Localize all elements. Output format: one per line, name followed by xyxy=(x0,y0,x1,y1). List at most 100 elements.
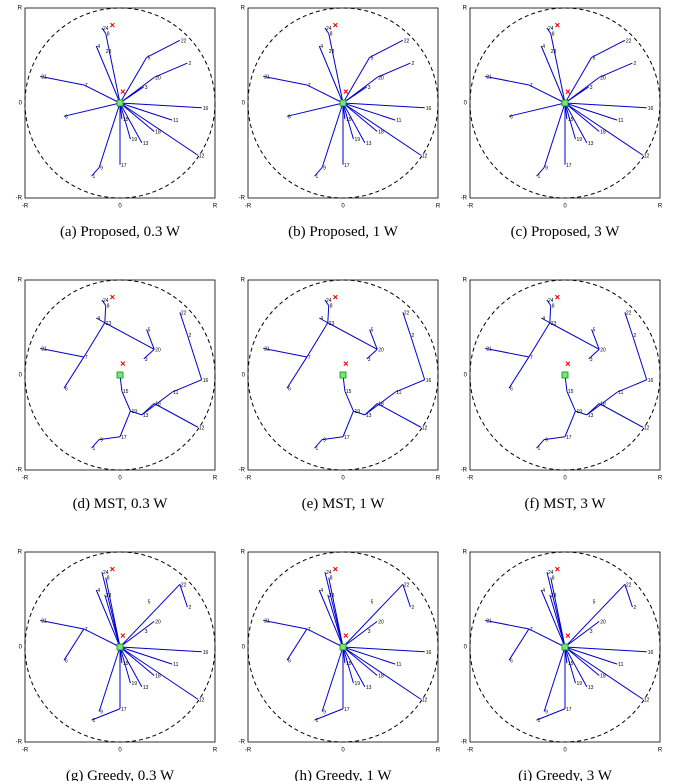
link xyxy=(186,334,203,380)
link xyxy=(95,589,121,648)
node-label: 19 xyxy=(131,137,137,143)
link xyxy=(104,322,155,350)
link xyxy=(328,33,344,104)
x-tick-label: R xyxy=(658,748,663,754)
x-tick-label: -R xyxy=(467,748,474,754)
node-label: 6 xyxy=(510,658,513,664)
x-tick-label: 0 xyxy=(563,748,567,754)
y-tick-label: -R xyxy=(461,740,468,746)
node-label: 18 xyxy=(155,674,161,680)
x-tick-label: R xyxy=(213,476,218,482)
marker-x xyxy=(343,361,349,366)
link xyxy=(322,436,344,441)
node-label: 15 xyxy=(568,117,574,123)
marker-x xyxy=(333,22,338,28)
node-label: 9 xyxy=(100,166,103,172)
node-label: 4 xyxy=(97,44,100,50)
node-label: 17 xyxy=(566,435,572,441)
x-tick-label: R xyxy=(213,204,218,210)
link xyxy=(536,708,566,721)
y-tick-label: R xyxy=(463,550,468,556)
node-label: 21 xyxy=(486,74,492,80)
node-label: 15 xyxy=(123,661,129,667)
node-label: 21 xyxy=(486,618,492,624)
link xyxy=(342,620,378,648)
node-label: 22 xyxy=(404,582,410,588)
link xyxy=(91,708,121,721)
node-label: 11 xyxy=(173,662,178,668)
link xyxy=(141,391,173,416)
node-label: 19 xyxy=(576,681,582,687)
node-label: 22 xyxy=(404,38,410,44)
node-label: 13 xyxy=(366,685,372,691)
link xyxy=(588,348,600,360)
link xyxy=(263,619,307,630)
node-label: 3 xyxy=(368,85,371,91)
caption: (a) Proposed, 0.3 W xyxy=(60,224,181,240)
node-label: 2 xyxy=(411,333,414,339)
link xyxy=(564,102,600,132)
node-label: 23 xyxy=(551,593,557,599)
node-label: 2 xyxy=(633,333,636,339)
node-label: 6 xyxy=(288,386,291,392)
node-label: 23 xyxy=(551,49,557,55)
node-label: 15 xyxy=(346,389,352,395)
x-tick-label: -R xyxy=(22,748,29,754)
node-label: 15 xyxy=(568,389,574,395)
link xyxy=(369,329,378,350)
node-label: 20 xyxy=(155,347,161,353)
y-tick-label: 0 xyxy=(19,373,23,379)
link xyxy=(119,646,131,684)
link xyxy=(617,379,647,393)
node-label: 13 xyxy=(143,413,149,419)
node-label: 6 xyxy=(288,658,291,664)
x-tick-label: R xyxy=(213,748,218,754)
link xyxy=(83,84,121,104)
link xyxy=(105,577,121,648)
link xyxy=(119,646,199,700)
y-tick-label: 0 xyxy=(19,645,23,651)
link xyxy=(528,322,551,358)
y-tick-label: R xyxy=(463,278,468,284)
node-label: 5 xyxy=(593,599,596,605)
node-label: 4 xyxy=(97,588,100,594)
node-label: 21 xyxy=(264,74,270,80)
node-label: 9 xyxy=(323,710,326,716)
y-tick-label: 0 xyxy=(464,373,468,379)
sink xyxy=(561,643,569,651)
link xyxy=(564,102,647,109)
link xyxy=(369,39,404,58)
sink xyxy=(116,371,124,379)
node-label: 18 xyxy=(600,130,606,136)
node-label: 4 xyxy=(97,316,100,322)
link xyxy=(119,646,143,688)
link xyxy=(63,102,121,117)
node-label: 21 xyxy=(41,346,47,352)
link xyxy=(541,317,551,324)
node-label: 20 xyxy=(378,619,384,625)
node-label: 21 xyxy=(264,346,270,352)
link xyxy=(101,299,107,306)
link xyxy=(319,317,329,324)
node-label: 11 xyxy=(618,662,623,668)
link xyxy=(395,379,425,393)
sink xyxy=(116,99,124,107)
y-tick-label: -R xyxy=(461,468,468,474)
link xyxy=(342,102,396,121)
link xyxy=(409,334,426,380)
node-label: 7 xyxy=(308,355,311,361)
link xyxy=(263,347,307,358)
node-label: 24 xyxy=(548,26,554,32)
node-label: 7 xyxy=(85,355,88,361)
link xyxy=(318,589,344,648)
link xyxy=(549,594,566,648)
marker-x xyxy=(343,633,349,638)
node-label: 9 xyxy=(545,438,548,444)
x-tick-label: 0 xyxy=(118,748,122,754)
caption: (e) MST, 1 W xyxy=(302,496,386,512)
node-label: 24 xyxy=(548,298,554,304)
node-label: 1 xyxy=(316,718,319,724)
marker-x xyxy=(565,633,571,638)
link xyxy=(104,594,121,648)
